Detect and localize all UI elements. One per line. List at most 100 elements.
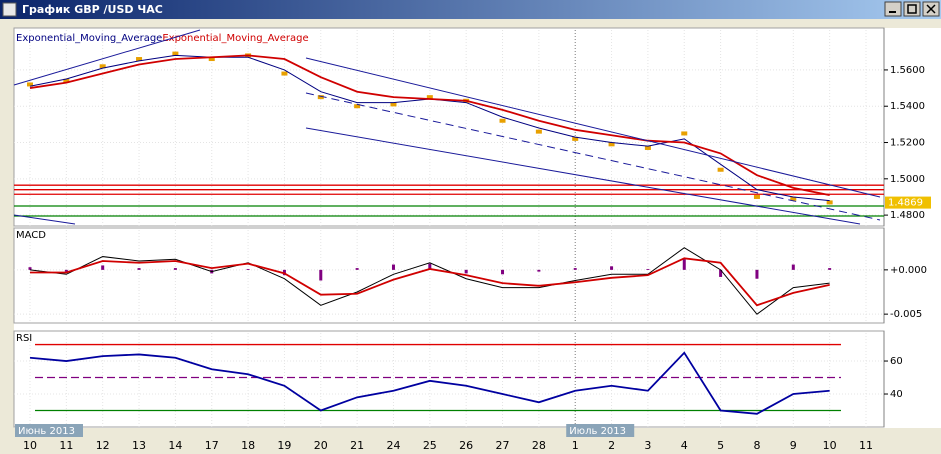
- series-line: [29, 247, 830, 315]
- x-tick-label: 25: [423, 439, 437, 452]
- x-tick-label: 17: [205, 439, 219, 452]
- histogram-bar: [646, 268, 650, 270]
- histogram-bar: [755, 269, 759, 279]
- x-tick-label: 9: [790, 439, 797, 452]
- histogram-bar: [719, 269, 723, 277]
- price-bar: [790, 196, 797, 201]
- x-tick-label: 27: [496, 439, 510, 452]
- channel-line: [13, 214, 76, 225]
- channel-line: [305, 127, 861, 225]
- price-bar: [753, 194, 760, 199]
- x-tick-label: 8: [753, 439, 760, 452]
- price-bar: [390, 102, 397, 107]
- title-bar: [0, 0, 941, 19]
- price-bar: [136, 57, 143, 62]
- histogram-bar: [610, 266, 614, 270]
- y-tick-label: +0.000: [890, 265, 927, 276]
- price-bar: [608, 142, 615, 147]
- window-title: График GBP /USD ЧАС: [22, 3, 163, 16]
- panel-title: RSI: [16, 333, 32, 344]
- period-label-box: [15, 424, 83, 437]
- price-bar: [717, 167, 724, 172]
- price-bar: [172, 51, 179, 56]
- x-tick-label: 12: [96, 439, 110, 452]
- price-bar: [572, 136, 579, 141]
- x-tick-label: 11: [59, 439, 73, 452]
- legend-entry: Exponential_Moving_Average: [16, 33, 162, 44]
- x-tick-label: 14: [168, 439, 182, 452]
- histogram-bar: [428, 263, 432, 270]
- histogram-bar: [101, 265, 105, 270]
- window-buttons: [884, 1, 940, 17]
- histogram-bar: [137, 268, 141, 270]
- histogram-bar: [173, 268, 177, 270]
- x-tick-label: 10: [23, 439, 37, 452]
- histogram-bar: [355, 268, 359, 270]
- histogram-bar: [682, 259, 686, 270]
- series-line: [29, 54, 830, 197]
- y-tick-label: 1.5200: [890, 138, 925, 149]
- x-tick-label: 24: [386, 439, 400, 452]
- icon: [926, 4, 936, 14]
- price-bar: [208, 57, 215, 62]
- histogram-bar: [64, 269, 68, 272]
- price-bar: [99, 64, 106, 69]
- x-tick-label: 20: [314, 439, 328, 452]
- x-tick-label: 19: [277, 439, 291, 452]
- x-tick-label: 28: [532, 439, 546, 452]
- histogram-bar: [319, 269, 323, 281]
- y-tick-label: 1.5600: [890, 65, 925, 76]
- histogram-bar: [464, 269, 468, 274]
- window-icon: [2, 2, 17, 17]
- price-bar: [281, 71, 288, 76]
- histogram-bar: [791, 264, 795, 270]
- histogram-bar: [573, 268, 577, 270]
- x-tick-label: 10: [823, 439, 837, 452]
- last-price-label: 1.4869: [888, 198, 923, 209]
- histogram-bar: [501, 269, 505, 275]
- histogram-bar: [28, 267, 32, 270]
- price-bar: [354, 104, 361, 109]
- channel-lines: [13, 29, 881, 225]
- price-bar: [426, 95, 433, 100]
- x-tick-label: 26: [459, 439, 473, 452]
- price-bar: [681, 131, 688, 136]
- histogram-bar: [537, 269, 541, 272]
- channel-line: [13, 29, 201, 86]
- y-tick-label: -0.005: [890, 309, 922, 320]
- y-tick-label: 60: [890, 356, 903, 367]
- panel-title: MACD: [16, 230, 46, 241]
- y-tick-label: 1.5400: [890, 101, 925, 112]
- histogram-bar: [246, 268, 250, 270]
- price-bar: [317, 95, 324, 100]
- price-bar: [27, 82, 33, 87]
- x-tick-label: 2: [608, 439, 615, 452]
- y-tick-label: 40: [890, 389, 903, 400]
- series-line: [30, 257, 830, 307]
- x-tick-label: 21: [350, 439, 364, 452]
- x-tick-label: 18: [241, 439, 255, 452]
- x-tick-label: 13: [132, 439, 146, 452]
- price-bar: [499, 118, 506, 123]
- price-bar: [644, 145, 651, 150]
- x-tick-label: 11: [859, 439, 873, 452]
- icon: [907, 4, 917, 14]
- price-bar: [826, 200, 833, 205]
- price-bar: [63, 78, 70, 83]
- price-bar: [535, 129, 542, 134]
- maximize-button[interactable]: [903, 1, 921, 17]
- legend-entry: Exponential_Moving_Average: [162, 33, 308, 44]
- x-tick-label: 4: [681, 439, 688, 452]
- x-tick-label: 5: [717, 439, 724, 452]
- last-price-box: [885, 196, 931, 209]
- channel-line: [305, 92, 881, 221]
- date-axis: [14, 428, 941, 454]
- plots: 1.4800 1.5000 1.5200 1.5400 1.5600 1.4869 Expo…: [13, 27, 931, 452]
- x-tick-label: 3: [644, 439, 651, 452]
- histogram-bar: [828, 268, 832, 270]
- y-tick-label: 1.4800: [890, 210, 925, 221]
- x-tick-label: 1: [572, 439, 579, 452]
- minimize-button[interactable]: [884, 1, 902, 17]
